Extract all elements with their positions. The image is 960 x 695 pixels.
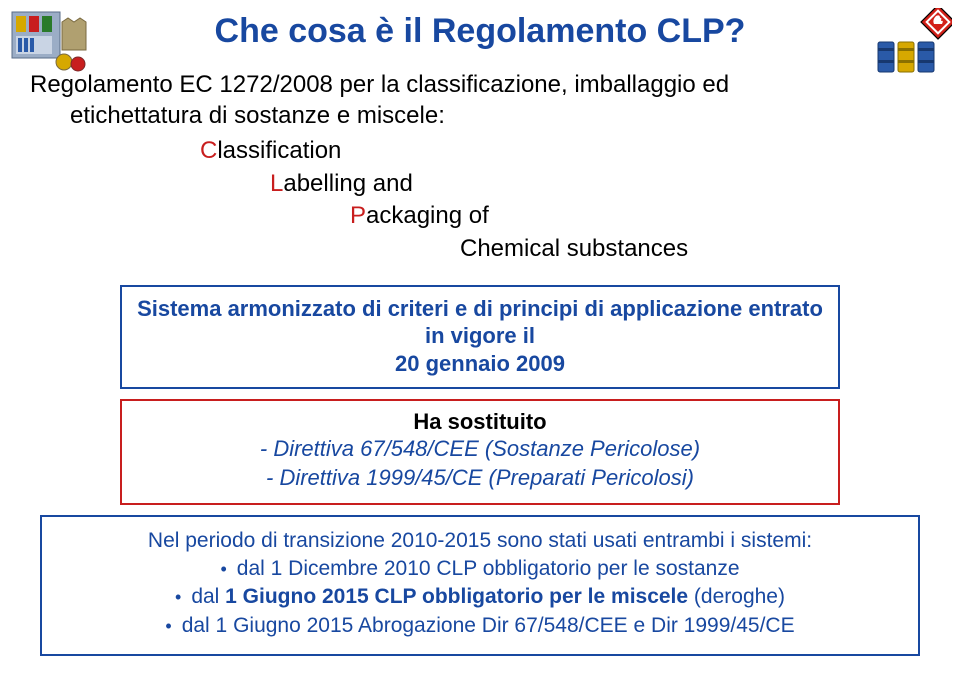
intro-text: Regolamento EC 1272/2008 per la classifi… — [0, 51, 960, 131]
transition-box: Nel periodo di transizione 2010-2015 son… — [40, 515, 920, 656]
box3-b1-text: dal 1 Dicembre 2010 CLP obbligatorio per… — [237, 555, 740, 583]
clp-substances: Chemical substances — [200, 233, 960, 265]
box3-bullet-2: • dal 1 Giugno 2015 CLP obbligatorio per… — [62, 583, 898, 611]
box3-bullet-3: • dal 1 Giugno 2015 Abrogazione Dir 67/5… — [62, 612, 898, 640]
clp-initial-l: L — [270, 170, 283, 197]
page-title: Che cosa è il Regolamento CLP? — [0, 0, 960, 51]
clp-packaging: Packaging of — [200, 200, 960, 232]
clp-classification: Classification — [200, 135, 960, 167]
intro-line-1: Regolamento EC 1272/2008 per la classifi… — [30, 69, 930, 100]
clp-acronym: Classification Labelling and Packaging o… — [0, 131, 960, 279]
clp-initial-c: C — [200, 137, 217, 164]
box3-b2a: dal — [191, 585, 225, 608]
intro-line-2: etichettatura di sostanze e miscele: — [30, 100, 930, 131]
box1-line1: Sistema armonizzato di criteri e di prin… — [134, 295, 826, 350]
bullet-icon: • — [220, 557, 226, 581]
box3-b2b: 1 Giugno 2015 CLP obbligatorio per le mi… — [225, 585, 694, 608]
substituted-box: Ha sostituito - Direttiva 67/548/CEE (So… — [120, 399, 840, 504]
box1-line2: 20 gennaio 2009 — [134, 350, 826, 378]
lab-icon — [8, 8, 88, 78]
box2-line2: - Direttiva 1999/45/CE (Preparati Perico… — [134, 464, 826, 493]
clp-rest-l: abelling and — [283, 170, 412, 197]
box3-bullet-1: • dal 1 Dicembre 2010 CLP obbligatorio p… — [62, 555, 898, 583]
clp-rest-p: ackaging of — [366, 202, 489, 229]
bullet-icon: • — [175, 585, 181, 609]
box3-b2-text: dal 1 Giugno 2015 CLP obbligatorio per l… — [191, 583, 785, 611]
bullet-icon: • — [165, 614, 171, 638]
clp-initial-p: P — [350, 202, 366, 229]
box2-head: Ha sostituito — [134, 409, 826, 435]
clp-labelling: Labelling and — [200, 168, 960, 200]
box2-line1: - Direttiva 67/548/CEE (Sostanze Pericol… — [134, 435, 826, 464]
hazard-barrels-icon — [872, 8, 952, 78]
box3-b2c: (deroghe) — [694, 585, 785, 608]
box3-b3-text: dal 1 Giugno 2015 Abrogazione Dir 67/548… — [182, 612, 795, 640]
clp-rest-c: lassification — [217, 137, 341, 164]
box3-intro: Nel periodo di transizione 2010-2015 son… — [62, 527, 898, 555]
harmonized-system-box: Sistema armonizzato di criteri e di prin… — [120, 285, 840, 390]
